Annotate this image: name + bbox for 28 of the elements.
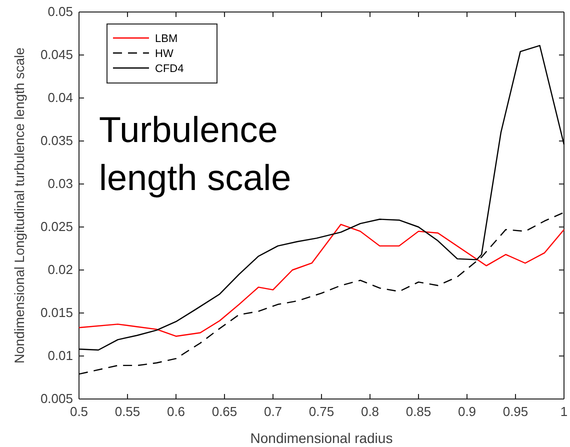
x-tick-label: 1 [560,404,568,420]
x-axis-title: Nondimensional radius [250,430,393,446]
y-tick-label: 0.05 [48,4,73,20]
x-tick-label: 0.7 [264,404,282,420]
legend-label: HW [155,48,174,60]
y-tick-label: 0.025 [40,219,73,234]
y-tick-label: 0.03 [48,176,73,192]
x-tick-label: 0.95 [502,404,528,420]
annotation: Turbulence length scale [99,109,292,198]
y-tick-label: 0.04 [48,90,73,106]
y-tick-label: 0.045 [40,47,73,62]
y-tick-label: 0.005 [40,391,73,406]
line-series [78,224,565,337]
y-axis-title: Nondimensional Longitudinal turbulence length scale [12,48,27,364]
y-tick-label: 0.02 [48,262,73,278]
x-tick-label: 0.5 [70,404,88,420]
x-tick-label: 0.8 [360,404,380,420]
y-tick-label: 0.015 [40,305,73,320]
x-tick-label: 0.75 [308,404,334,420]
legend-label: CFD4 [155,63,184,75]
y-tick-label: 0.035 [40,133,73,148]
legend-label: LBM [155,33,178,45]
x-tick-label: 0.65 [212,404,238,420]
x-tick-label: 0.85 [406,404,432,420]
x-tick-label: 0.55 [114,404,140,420]
x-tick-label: 0.9 [458,404,476,420]
y-tick-label: 0.01 [48,348,73,364]
x-tick-label: 0.6 [166,404,186,420]
